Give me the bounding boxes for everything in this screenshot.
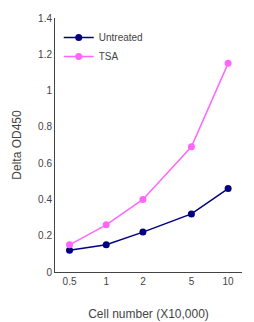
svg-text:10: 10 (223, 276, 235, 287)
svg-text:0.2: 0.2 (38, 230, 52, 241)
svg-text:TSA: TSA (99, 51, 119, 62)
svg-text:0.4: 0.4 (38, 194, 52, 205)
svg-text:0.6: 0.6 (38, 158, 52, 169)
svg-text:1: 1 (103, 276, 109, 287)
svg-text:Untreated: Untreated (99, 32, 143, 43)
svg-text:0: 0 (46, 267, 52, 278)
svg-text:5: 5 (189, 276, 195, 287)
svg-text:1: 1 (46, 85, 52, 96)
svg-text:Cell number (X10,000): Cell number (X10,000) (88, 307, 209, 321)
svg-text:0.5: 0.5 (63, 276, 77, 287)
svg-text:1.2: 1.2 (38, 49, 52, 60)
svg-text:2: 2 (140, 276, 146, 287)
svg-text:Delta OD450: Delta OD450 (10, 110, 24, 180)
svg-text:1.4: 1.4 (38, 13, 52, 24)
svg-text:0.8: 0.8 (38, 121, 52, 132)
